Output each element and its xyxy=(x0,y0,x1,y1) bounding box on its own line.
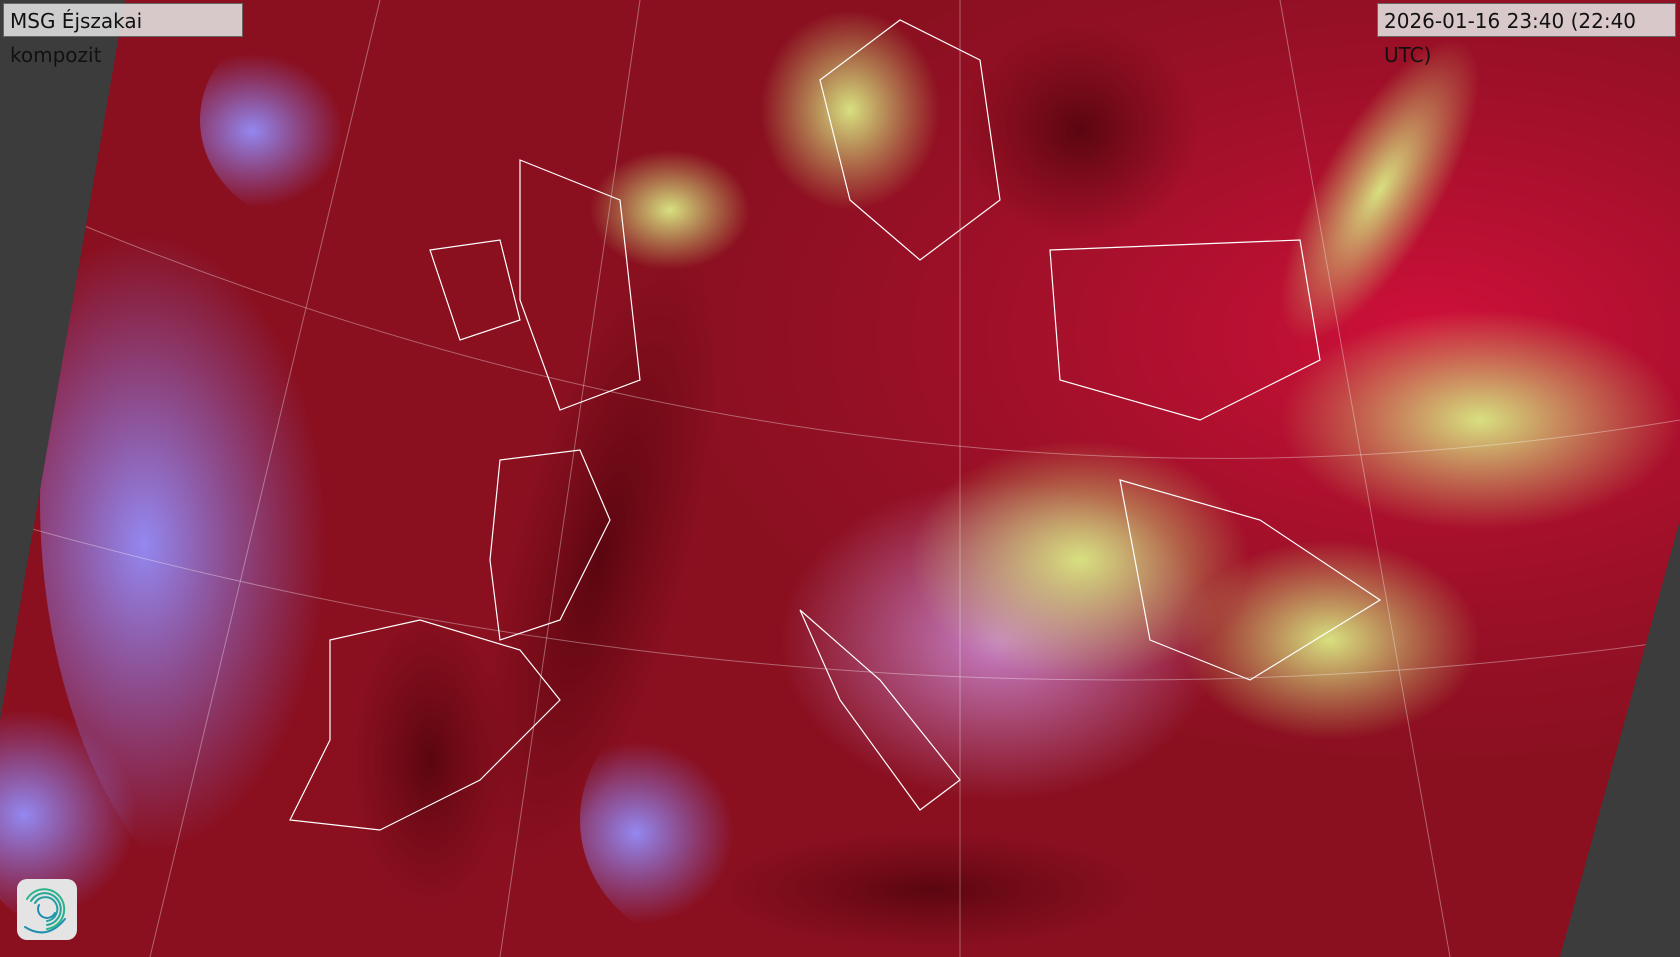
timestamp-label: 2026-01-16 23:40 (22:40 UTC) xyxy=(1377,3,1676,67)
off-disc-area xyxy=(0,0,125,720)
swirl-logo-icon xyxy=(17,879,77,940)
product-title: MSG Éjszakai kompozit xyxy=(3,3,243,67)
off-disc-area xyxy=(1560,520,1680,957)
